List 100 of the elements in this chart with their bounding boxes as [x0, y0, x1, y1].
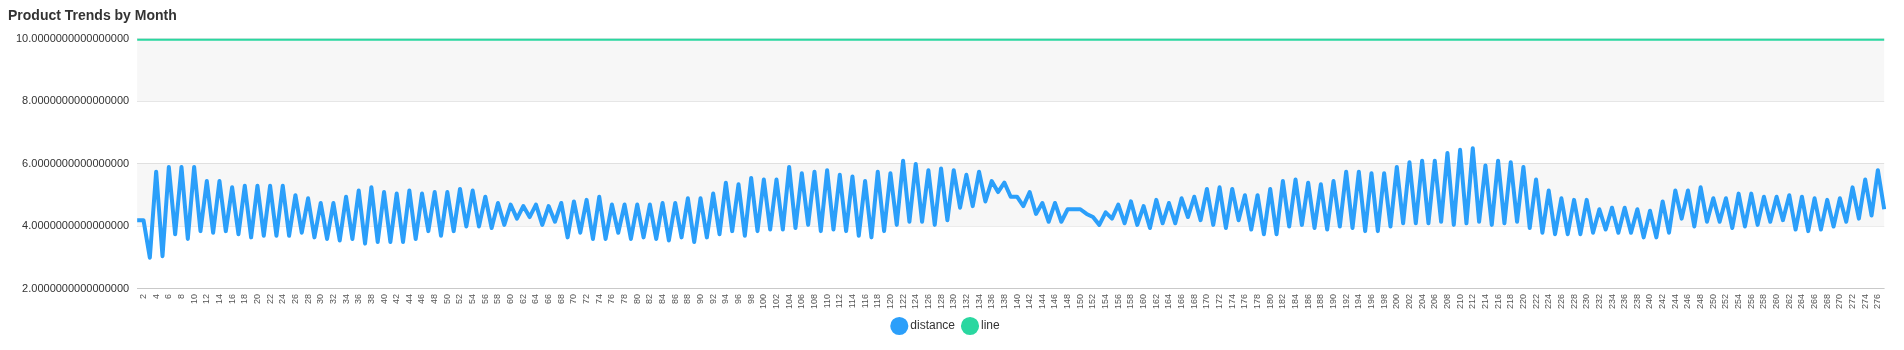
x-tick-label: 78: [619, 293, 630, 304]
x-tick-label: 188: [1315, 293, 1326, 310]
x-tick-label: 196: [1365, 293, 1376, 310]
x-tick-label: 98: [745, 293, 756, 304]
x-tick-label: 258: [1758, 293, 1769, 310]
x-tick-label: 12: [201, 293, 212, 304]
x-tick-label: 2: [137, 293, 148, 299]
x-tick-label: 168: [1188, 293, 1199, 310]
x-tick-label: 40: [378, 293, 389, 304]
x-tick-label: 146: [1049, 293, 1060, 310]
x-tick-label: 16: [226, 293, 237, 304]
x-tick-label: 56: [479, 293, 490, 304]
x-tick-label: 20: [251, 293, 262, 304]
x-tick-label: 214: [1479, 293, 1490, 310]
x-tick-label: 36: [353, 293, 364, 304]
x-tick-label: 18: [239, 293, 250, 304]
x-tick-label: 192: [1340, 293, 1351, 310]
y-tick-label: 2.0000000000000000: [22, 282, 130, 295]
x-tick-label: 154: [1100, 293, 1111, 310]
x-tick-label: 152: [1087, 293, 1098, 310]
x-tick-label: 248: [1695, 293, 1706, 310]
x-tick-label: 90: [695, 293, 706, 304]
x-tick-label: 124: [910, 293, 921, 310]
legend-label: line: [981, 318, 1001, 333]
x-tick-label: 42: [391, 293, 402, 304]
x-tick-label: 54: [467, 293, 478, 304]
x-tick-label: 22: [264, 293, 275, 304]
x-tick-label: 262: [1783, 293, 1794, 310]
x-tick-label: 210: [1454, 293, 1465, 310]
x-tick-label: 10: [188, 293, 199, 304]
x-tick-label: 162: [1150, 293, 1161, 310]
x-tick-label: 76: [606, 293, 617, 304]
x-tick-label: 182: [1277, 293, 1288, 310]
x-tick-label: 38: [365, 293, 376, 304]
y-tick-label: 10.0000000000000000: [15, 31, 130, 44]
x-tick-label: 202: [1403, 293, 1414, 310]
x-tick-label: 84: [657, 293, 668, 304]
x-tick-label: 218: [1505, 293, 1516, 310]
x-tick-label: 144: [1036, 293, 1047, 310]
x-tick-label: 4: [150, 293, 161, 299]
x-tick-label: 186: [1302, 293, 1313, 310]
x-tick-label: 96: [732, 293, 743, 304]
x-tick-label: 222: [1530, 293, 1541, 310]
x-tick-label: 228: [1568, 293, 1579, 310]
x-tick-label: 112: [834, 293, 845, 309]
x-tick-label: 250: [1707, 293, 1718, 310]
x-tick-label: 92: [707, 293, 718, 304]
x-tick-label: 212: [1467, 293, 1478, 310]
x-tick-label: 106: [796, 293, 807, 310]
x-tick-label: 204: [1416, 293, 1427, 310]
x-tick-label: 158: [1125, 293, 1136, 310]
x-tick-label: 272: [1847, 293, 1858, 310]
y-tick-label: 4.0000000000000000: [22, 219, 130, 232]
x-tick-label: 138: [998, 293, 1009, 310]
x-tick-label: 274: [1859, 293, 1870, 310]
x-tick-label: 254: [1733, 293, 1744, 310]
x-tick-label: 52: [454, 293, 465, 304]
legend-label: distance: [910, 318, 956, 333]
x-tick-label: 206: [1429, 293, 1440, 310]
x-tick-label: 194: [1353, 293, 1364, 310]
x-tick-label: 120: [884, 293, 895, 310]
y-tick-label: 6.0000000000000000: [22, 156, 130, 169]
x-tick-label: 198: [1378, 293, 1389, 310]
x-tick-label: 236: [1619, 293, 1630, 310]
x-tick-label: 234: [1606, 293, 1617, 310]
x-tick-label: 44: [403, 293, 414, 304]
x-tick-label: 14: [213, 293, 224, 304]
x-tick-label: 208: [1441, 293, 1452, 310]
x-tick-label: 256: [1745, 293, 1756, 310]
x-tick-label: 266: [1809, 293, 1820, 310]
x-tick-label: 166: [1176, 293, 1187, 310]
x-tick-label: 102: [770, 293, 781, 310]
x-tick-label: 224: [1543, 293, 1554, 310]
x-tick-label: 30: [315, 293, 326, 304]
x-tick-label: 174: [1226, 293, 1237, 310]
x-tick-label: 100: [758, 293, 769, 310]
x-tick-label: 180: [1264, 293, 1275, 310]
x-tick-label: 6: [163, 293, 174, 299]
x-tick-label: 240: [1644, 293, 1655, 310]
x-tick-label: 88: [682, 293, 693, 304]
x-tick-label: 64: [530, 293, 541, 304]
x-tick-label: 246: [1682, 293, 1693, 310]
x-tick-label: 176: [1239, 293, 1250, 310]
x-tick-label: 24: [277, 293, 288, 304]
x-tick-label: 184: [1290, 293, 1301, 310]
x-tick-label: 34: [340, 293, 351, 304]
x-tick-label: 244: [1669, 293, 1680, 310]
x-tick-label: 8: [175, 293, 186, 299]
x-tick-label: 50: [441, 293, 452, 304]
x-tick-label: 126: [922, 293, 933, 310]
x-tick-label: 62: [517, 293, 528, 304]
x-tick-label: 74: [593, 293, 604, 304]
x-tick-label: 132: [960, 293, 971, 310]
x-tick-label: 230: [1581, 293, 1592, 310]
x-tick-label: 32: [327, 293, 338, 304]
x-tick-label: 268: [1821, 293, 1832, 310]
x-tick-label: 70: [568, 293, 579, 304]
x-tick-label: 86: [669, 293, 680, 304]
x-tick-label: 150: [1074, 293, 1085, 310]
x-tick-label: 276: [1872, 293, 1883, 310]
